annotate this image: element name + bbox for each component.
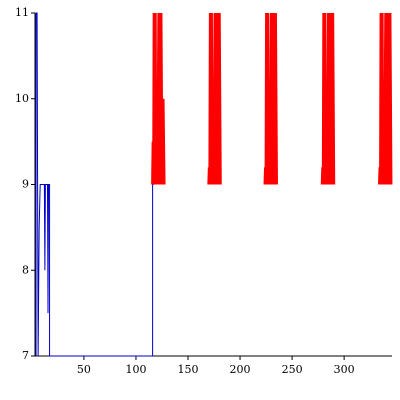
y-tick-label: 11 [15, 6, 29, 19]
x-tick-label: 200 [230, 363, 251, 376]
x-tick-label: 50 [77, 363, 91, 376]
x-tick-label: 150 [178, 363, 199, 376]
x-tick-label: 250 [282, 363, 303, 376]
y-tick-label: 7 [22, 349, 29, 362]
y-tick-label: 10 [15, 92, 29, 105]
x-tick-label: 100 [125, 363, 146, 376]
y-tick-label: 9 [22, 178, 29, 191]
data-line [151, 12, 393, 185]
data-line [35, 12, 154, 357]
x-tick-label: 300 [334, 363, 355, 376]
y-tick-label: 8 [22, 263, 29, 276]
